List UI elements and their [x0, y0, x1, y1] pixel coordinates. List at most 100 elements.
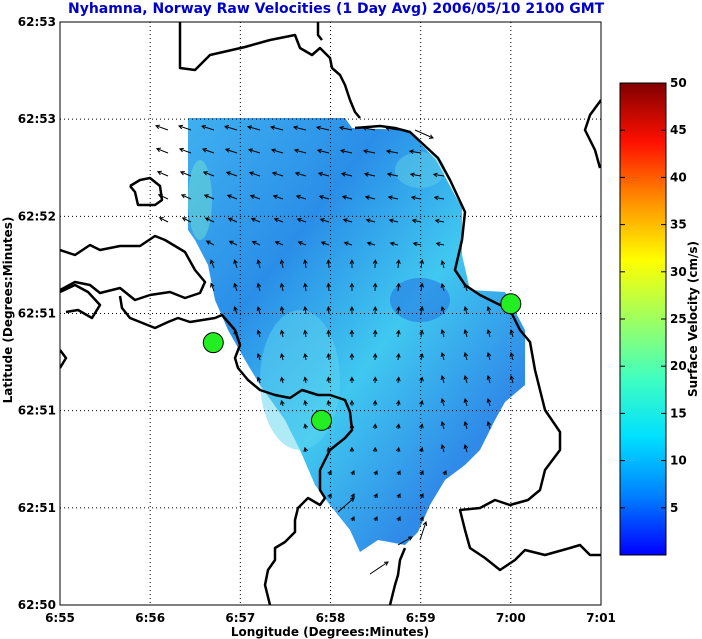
velocity-arrow	[273, 217, 284, 223]
velocity-arrow	[509, 328, 515, 338]
velocity-arrow	[156, 170, 169, 177]
velocity-arrow	[396, 329, 401, 338]
x-tick-label: 7:00	[496, 611, 526, 625]
velocity-arrow	[279, 282, 285, 292]
velocity-arrow	[384, 126, 399, 131]
velocity-arrow	[486, 351, 492, 361]
velocity-arrow	[440, 420, 446, 430]
velocity-arrow	[395, 376, 401, 384]
velocity-arrow	[210, 282, 215, 292]
velocity-arrow	[350, 516, 355, 522]
velocity-arrow	[320, 241, 330, 246]
colorbar-tick-label: 5	[670, 501, 678, 515]
velocity-arrow	[279, 329, 285, 338]
velocity-arrow	[372, 399, 378, 407]
y-tick-label: 62:52	[18, 209, 56, 223]
colorbar-tick-label: 45	[670, 123, 687, 137]
y-tick-label: 62:51	[18, 501, 56, 515]
x-tick-label: 6:59	[406, 611, 436, 625]
velocity-arrow	[233, 306, 238, 315]
velocity-arrow	[225, 171, 238, 177]
velocity-arrow	[509, 374, 515, 384]
velocity-arrow	[326, 399, 332, 407]
velocity-arrow	[303, 329, 308, 338]
velocity-arrow	[326, 306, 332, 315]
velocity-arrow	[486, 420, 492, 430]
velocity-arrow	[389, 241, 399, 247]
velocity-arrow	[419, 306, 424, 315]
velocity-arrow	[303, 352, 308, 361]
velocity-arrow	[303, 282, 308, 292]
velocity-arrow	[409, 172, 422, 178]
velocity-arrow	[338, 125, 353, 131]
velocity-arrow	[274, 240, 284, 246]
velocity-arrow	[341, 195, 353, 200]
x-tick-label: 7:01	[586, 611, 616, 625]
velocity-arrow	[395, 399, 401, 407]
colorbar-tick-label: 10	[670, 454, 687, 468]
velocity-arrow	[372, 423, 378, 430]
velocity-arrow	[486, 397, 492, 407]
velocity-arrow	[440, 259, 446, 269]
velocity-arrow	[410, 195, 422, 201]
velocity-arrow	[317, 171, 330, 177]
velocity-arrow	[372, 446, 378, 453]
x-tick-label: 6:58	[316, 611, 346, 625]
velocity-arrow	[326, 329, 332, 338]
velocity-arrow	[385, 149, 399, 154]
colorbar-tick-label: 50	[670, 76, 687, 90]
velocity-arrow	[463, 420, 469, 430]
velocity-arrow	[419, 446, 424, 453]
velocity-arrow	[396, 470, 401, 476]
velocity-arrow	[349, 376, 355, 384]
velocity-arrow	[386, 172, 399, 177]
velocity-arrow	[509, 351, 515, 361]
colorbar-tick-label: 25	[670, 312, 687, 326]
velocity-arrow	[319, 218, 330, 223]
y-axis-label: Latitude (Degrees:Minutes)	[1, 217, 15, 404]
y-tick-label: 62:50	[18, 598, 56, 612]
velocity-arrow	[395, 446, 401, 453]
velocity-arrow	[316, 148, 330, 154]
velocity-arrow	[419, 521, 428, 541]
coastline	[60, 22, 601, 605]
velocity-arrow	[463, 305, 469, 315]
velocity-arrow	[280, 376, 285, 384]
velocity-arrow	[203, 194, 215, 200]
velocity-arrow	[293, 148, 307, 154]
velocity-arrow	[315, 125, 330, 131]
velocity-arrow	[280, 399, 285, 407]
velocity-arrow	[201, 147, 215, 154]
velocity-arrow	[279, 259, 285, 269]
velocity-arrow	[440, 282, 446, 292]
velocity-arrow	[411, 218, 422, 224]
velocity-arrow	[224, 125, 238, 131]
velocity-arrow	[440, 328, 446, 338]
velocity-arrow	[294, 171, 307, 177]
velocity-arrow	[372, 376, 378, 384]
velocity-arrow	[463, 328, 469, 338]
velocity-arrow	[326, 446, 332, 453]
velocity-arrow	[440, 305, 446, 315]
velocity-arrow	[396, 493, 401, 499]
station-marker	[202, 332, 224, 354]
velocity-arrow	[408, 149, 422, 155]
velocity-arrow	[388, 218, 399, 224]
velocity-arrow	[349, 329, 355, 338]
velocity-arrow	[228, 240, 238, 246]
velocity-arrow	[397, 536, 413, 546]
velocity-arrow	[349, 282, 355, 292]
velocity-arrow	[395, 423, 401, 430]
velocity-arrow	[463, 443, 469, 453]
velocity-arrow	[440, 397, 446, 407]
velocity-arrow	[210, 259, 215, 269]
colorbar-tick-label: 15	[670, 406, 687, 420]
station-marker	[310, 409, 332, 431]
station-marker	[500, 293, 522, 315]
velocity-arrow	[227, 217, 238, 223]
velocity-arrow	[363, 172, 376, 177]
velocity-arrow	[303, 399, 308, 407]
velocity-arrow	[372, 306, 378, 315]
velocity-arrow	[256, 329, 262, 338]
